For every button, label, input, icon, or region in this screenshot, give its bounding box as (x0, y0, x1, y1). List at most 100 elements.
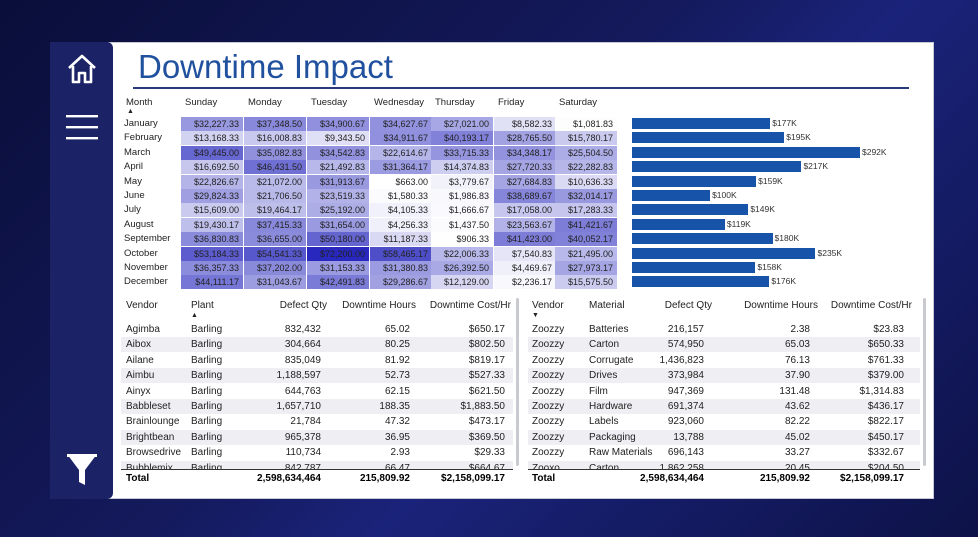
heatmap-cell[interactable]: $31,380.83 (370, 261, 432, 275)
heatmap-cell[interactable]: $19,430.17 (181, 217, 243, 232)
heatmap-cell[interactable]: $29,824.33 (181, 189, 243, 203)
heatmap-cell[interactable]: $34,900.67 (307, 117, 369, 131)
heatmap-cell[interactable]: $40,193.17 (431, 131, 493, 146)
heatmap-day-header[interactable]: Wednesday (374, 97, 424, 108)
heatmap-cell[interactable]: $53,184.33 (181, 246, 243, 261)
column-header[interactable]: Downtime Hours (342, 300, 416, 311)
monthly-total-bar[interactable] (632, 276, 770, 288)
heatmap-cell[interactable]: $906.33 (431, 232, 493, 247)
heatmap-cell[interactable]: $22,006.33 (431, 246, 493, 261)
table-row[interactable]: Brightbean Barling 965,378 36.95 $369.50 (121, 429, 513, 445)
heatmap-cell[interactable]: $15,575.50 (555, 275, 617, 290)
heatmap-cell[interactable]: $34,911.67 (370, 131, 432, 146)
heatmap-month-label[interactable]: November (124, 262, 168, 273)
table-row[interactable]: Zoozzy Raw Materials 696,143 33.27 $332.67 (528, 445, 920, 460)
heatmap-cell[interactable]: $32,014.17 (555, 189, 617, 203)
table-row[interactable]: Aibox Barling 304,664 80.25 $802.50 (121, 337, 513, 353)
heatmap-cell[interactable]: $72,200.00 (307, 246, 369, 261)
monthly-total-bar[interactable] (632, 190, 711, 201)
table-row[interactable]: Ainyx Barling 644,763 62.15 $621.50 (121, 384, 513, 399)
home-icon[interactable] (50, 52, 113, 86)
monthly-total-bar[interactable] (632, 132, 785, 144)
column-header[interactable]: Vendor (532, 300, 564, 311)
table-row[interactable]: Brainlounge Barling 21,784 47.32 $473.17 (121, 414, 513, 429)
heatmap-cell[interactable]: $25,192.00 (307, 203, 369, 218)
heatmap-cell[interactable]: $27,973.17 (555, 261, 617, 275)
table-row[interactable]: Aimbu Barling 1,188,597 52.73 $527.33 (121, 368, 513, 384)
heatmap-month-label[interactable]: January (124, 118, 158, 129)
heatmap-cell[interactable]: $8,582.33 (494, 117, 556, 131)
table-row[interactable]: Zoozzy Packaging 13,788 45.02 $450.17 (528, 429, 920, 445)
heatmap-cell[interactable]: $15,780.17 (555, 131, 617, 146)
vertical-scrollbar[interactable] (516, 298, 519, 466)
heatmap-cell[interactable]: $16,008.83 (244, 131, 306, 146)
heatmap-cell[interactable]: $27,684.83 (494, 174, 556, 189)
heatmap-cell[interactable]: $1,580.33 (370, 189, 432, 203)
heatmap-cell[interactable]: $36,655.00 (244, 232, 306, 247)
heatmap-cell[interactable]: $34,542.83 (307, 145, 369, 160)
heatmap-cell[interactable]: $36,830.83 (181, 232, 243, 247)
heatmap-cell[interactable]: $27,021.00 (431, 117, 493, 131)
heatmap-month-label[interactable]: July (124, 204, 141, 216)
heatmap-day-header[interactable]: Tuesday (311, 97, 348, 108)
heatmap-cell[interactable]: $4,105.33 (370, 203, 432, 218)
column-header[interactable]: Plant (191, 300, 214, 311)
sort-descending-icon[interactable]: ▼ (532, 312, 539, 319)
heatmap-cell[interactable]: $21,495.00 (555, 246, 617, 261)
heatmap-cell[interactable]: $9,343.50 (307, 131, 369, 146)
heatmap-cell[interactable]: $22,282.83 (555, 160, 617, 175)
heatmap-cell[interactable]: $41,421.67 (555, 217, 617, 232)
table-row[interactable]: Zoozzy Film 947,369 131.48 $1,314.83 (528, 384, 920, 399)
heatmap-cell[interactable]: $1,666.67 (431, 203, 493, 218)
heatmap-cell[interactable]: $31,364.17 (370, 160, 432, 175)
sort-ascending-icon[interactable]: ▲ (127, 108, 134, 115)
heatmap-cell[interactable]: $34,348.17 (494, 145, 556, 160)
heatmap-cell[interactable]: $10,636.33 (555, 174, 617, 189)
heatmap-month-label[interactable]: December (124, 276, 168, 288)
filter-icon[interactable] (50, 452, 113, 488)
heatmap-cell[interactable]: $33,715.33 (431, 145, 493, 160)
heatmap-cell[interactable]: $27,720.33 (494, 160, 556, 175)
monthly-total-bar[interactable] (632, 218, 725, 230)
monthly-total-bar[interactable] (632, 161, 802, 173)
heatmap-cell[interactable]: $2,236.17 (494, 275, 556, 290)
monthly-total-bar[interactable] (632, 175, 757, 187)
heatmap-cell[interactable]: $21,072.00 (244, 174, 306, 189)
column-header[interactable]: Defect Qty (279, 300, 327, 311)
column-header[interactable]: Downtime Cost/Hr (830, 300, 912, 311)
monthly-total-bar[interactable] (632, 204, 749, 216)
heatmap-cell[interactable]: $4,256.33 (370, 217, 432, 232)
table-row[interactable]: Agimba Barling 832,432 65.02 $650.17 (121, 322, 513, 337)
heatmap-cell[interactable]: $32,227.33 (181, 117, 243, 131)
heatmap-cell[interactable]: $49,445.00 (181, 145, 243, 160)
vertical-scrollbar[interactable] (923, 298, 926, 466)
heatmap-cell[interactable]: $29,286.67 (370, 275, 432, 290)
table-row[interactable]: Babbleset Barling 1,657,710 188.35 $1,883.50 (121, 399, 513, 414)
heatmap-day-header[interactable]: Sunday (185, 97, 218, 108)
heatmap-cell[interactable]: $19,464.17 (244, 203, 306, 218)
heatmap-cell[interactable]: $31,654.00 (307, 217, 369, 232)
heatmap-month-label[interactable]: June (124, 190, 145, 201)
column-header[interactable]: Defect Qty (664, 300, 712, 311)
heatmap-cell[interactable]: $13,168.33 (181, 131, 243, 146)
monthly-total-bar[interactable] (632, 262, 756, 273)
heatmap-month-header[interactable]: Month (126, 97, 153, 108)
heatmap-cell[interactable]: $663.00 (370, 174, 432, 189)
table-row[interactable]: Zoozzy Labels 923,060 82.22 $822.17 (528, 414, 920, 429)
heatmap-month-label[interactable]: March (124, 146, 151, 158)
heatmap-cell[interactable]: $21,492.83 (307, 160, 369, 175)
heatmap-cell[interactable]: $38,689.67 (494, 189, 556, 203)
heatmap-cell[interactable]: $40,052.17 (555, 232, 617, 247)
heatmap-cell[interactable]: $21,706.50 (244, 189, 306, 203)
heatmap-day-header[interactable]: Monday (248, 97, 282, 108)
menu-icon[interactable] (50, 112, 113, 142)
heatmap-cell[interactable]: $31,913.67 (307, 174, 369, 189)
heatmap-cell[interactable]: $3,779.67 (431, 174, 493, 189)
column-header[interactable]: Downtime Hours (744, 300, 818, 311)
heatmap-cell[interactable]: $26,392.50 (431, 261, 493, 275)
table-row[interactable]: Zoozzy Corrugate 1,436,823 76.13 $761.33 (528, 353, 920, 368)
heatmap-cell[interactable]: $23,519.33 (307, 189, 369, 203)
sort-ascending-icon[interactable]: ▲ (191, 312, 198, 319)
heatmap-cell[interactable]: $7,540.83 (494, 246, 556, 261)
heatmap-cell[interactable]: $11,187.33 (370, 232, 432, 247)
